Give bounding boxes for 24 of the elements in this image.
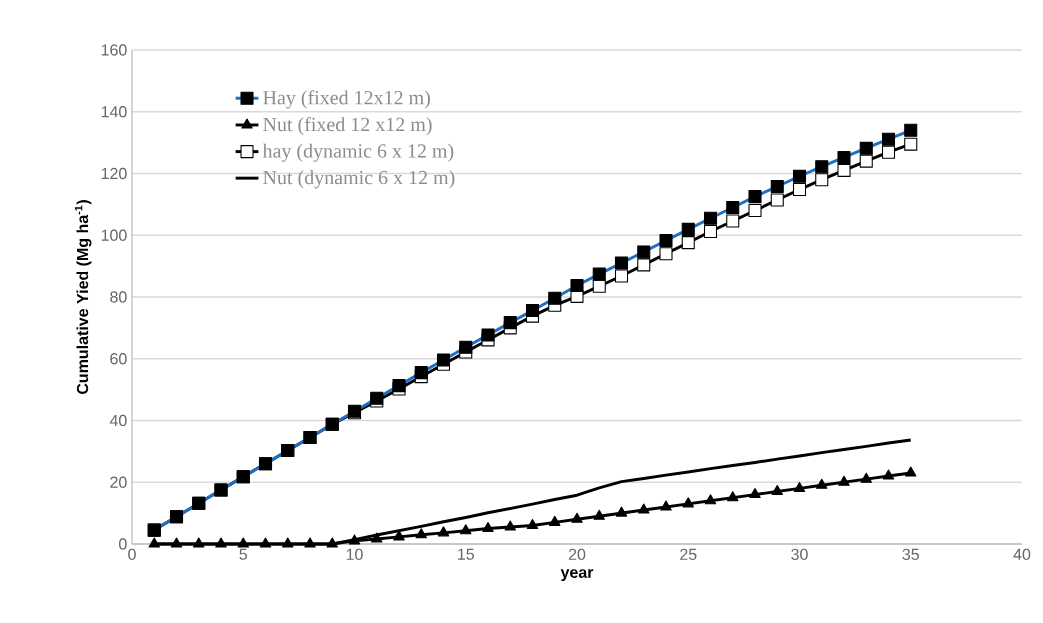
y-tick-label: 20 [110, 476, 127, 488]
y-tick-label: 120 [101, 167, 127, 180]
x-tick-label: 30 [791, 548, 808, 561]
y-tick-label: 80 [110, 291, 127, 303]
legend-label: Hay (fixed 12x12 m) [263, 90, 430, 109]
x-tick-label: 20 [568, 548, 586, 561]
x-tick-label: 35 [902, 548, 919, 561]
x-tick-label: 0 [128, 548, 136, 561]
y-tick-label: 40 [109, 414, 127, 427]
y-tick-label: 100 [101, 229, 127, 241]
legend-label: Nut (dynamic 6 x 12 m) [263, 170, 455, 189]
y-tick-label: 160 [101, 44, 127, 56]
text: Cumulative Yied (Mg ha$^{-1}$) [74, 200, 92, 395]
x-tick-label: 10 [346, 548, 363, 561]
legend-label: Nut (fixed 12 x12 m) [263, 116, 432, 136]
x-tick-label: 15 [458, 548, 474, 560]
legend-label: hay (dynamic 6 x 12 m) [262, 143, 454, 162]
x-axis-title: year [560, 569, 594, 582]
y-tick-label: 140 [101, 106, 127, 118]
x-tick-label: 5 [239, 548, 248, 560]
y-tick-label: 60 [110, 353, 127, 365]
x-tick-label: 40 [1013, 548, 1031, 561]
y-tick-label: 0 [119, 538, 127, 550]
x-tick-label: 25 [680, 548, 697, 561]
